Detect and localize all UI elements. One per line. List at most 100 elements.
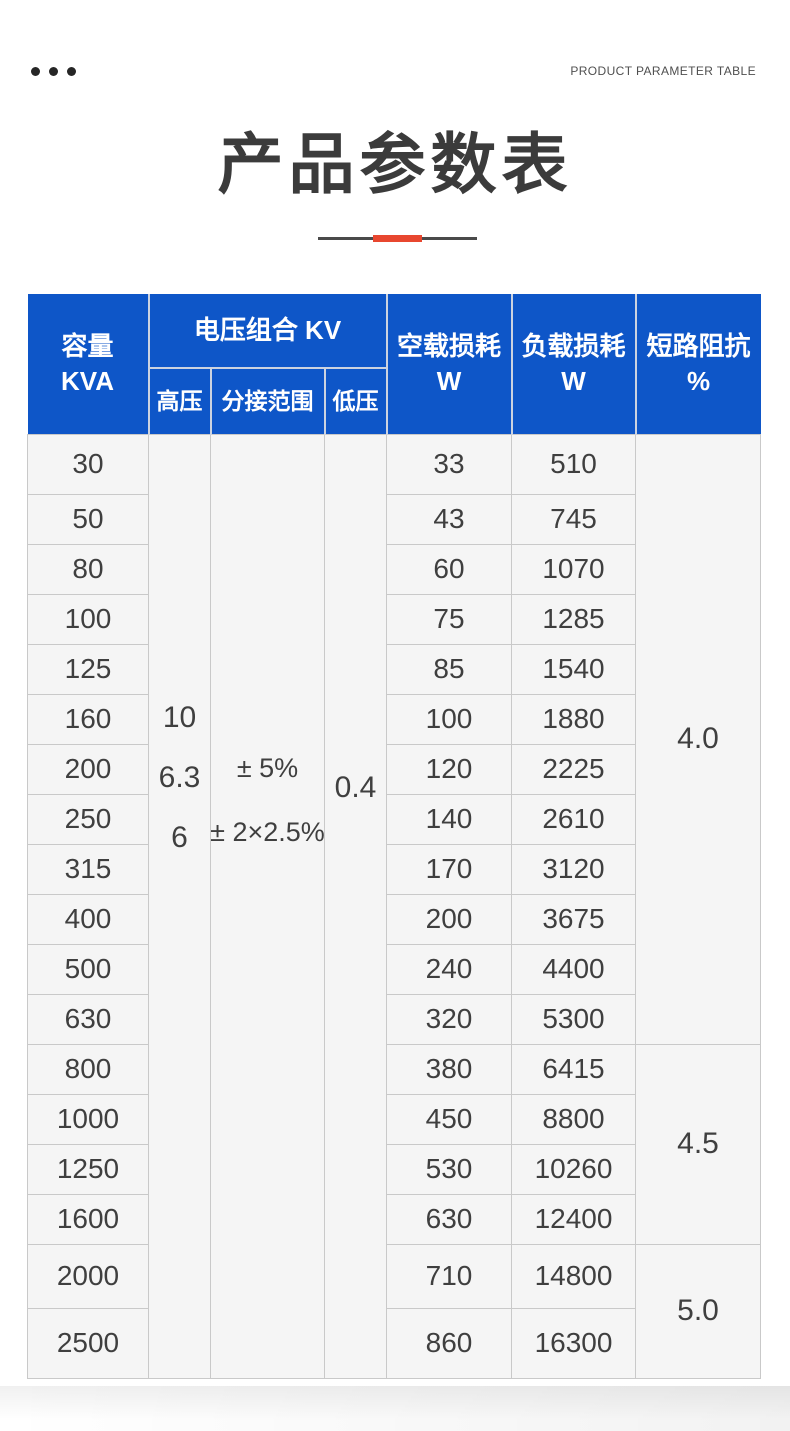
capacity-cell: 200 bbox=[27, 743, 149, 795]
dot-icon bbox=[49, 67, 58, 76]
no-load-loss-cell: 120 bbox=[386, 743, 512, 795]
capacity-cell: 630 bbox=[27, 993, 149, 1045]
table-row: 630 320 5300 bbox=[27, 993, 761, 1045]
eyebrow-text: PRODUCT PARAMETER TABLE bbox=[570, 64, 756, 78]
section-shadow bbox=[0, 1386, 790, 1431]
divider-accent bbox=[373, 235, 422, 242]
no-load-loss-cell: 60 bbox=[386, 543, 512, 595]
load-loss-cell: 14800 bbox=[511, 1243, 636, 1309]
load-loss-cell: 3120 bbox=[511, 843, 636, 895]
load-loss-cell: 6415 bbox=[511, 1043, 636, 1095]
low-voltage-value: 0.4 bbox=[334, 771, 377, 804]
capacity-cell: 100 bbox=[27, 593, 149, 645]
no-load-loss-cell: 320 bbox=[386, 993, 512, 1045]
impedance-group-cell: 4.5 bbox=[635, 1043, 761, 1245]
header-high-voltage: 高压 bbox=[147, 367, 211, 434]
table-row: 100 75 1285 bbox=[27, 593, 761, 645]
header-capacity: 容量 KVA bbox=[27, 294, 149, 434]
table-body: 30 10 6.3 6 ± 5% ± 2×2.5% 0. bbox=[27, 433, 761, 1379]
load-loss-cell: 1540 bbox=[511, 643, 636, 695]
high-voltage-value: 10 bbox=[162, 701, 197, 734]
table-row: 2500 860 16300 bbox=[27, 1307, 761, 1379]
load-loss-cell: 8800 bbox=[511, 1093, 636, 1145]
table-header: 容量 KVA 电压组合 KV 空载损耗 W 负载损耗 W 短路阻抗 % 高 bbox=[27, 294, 761, 434]
load-loss-cell: 3675 bbox=[511, 893, 636, 945]
impedance-group-cell: 5.0 bbox=[635, 1243, 761, 1379]
capacity-cell: 800 bbox=[27, 1043, 149, 1095]
capacity-cell: 400 bbox=[27, 893, 149, 945]
impedance-group-cell: 4.0 bbox=[635, 433, 761, 1045]
low-voltage-merged-cell: 0.4 bbox=[324, 433, 387, 1379]
capacity-cell: 2500 bbox=[27, 1307, 149, 1379]
no-load-loss-cell: 43 bbox=[386, 493, 512, 545]
table-row: 50 43 745 bbox=[27, 493, 761, 545]
no-load-loss-cell: 380 bbox=[386, 1043, 512, 1095]
capacity-cell: 500 bbox=[27, 943, 149, 995]
table-row: 2000 710 14800 5.0 bbox=[27, 1243, 761, 1379]
capacity-cell: 1600 bbox=[27, 1193, 149, 1245]
header-load-loss-line2: W bbox=[561, 365, 586, 396]
header-load-loss-line1: 负载损耗 bbox=[521, 330, 626, 361]
no-load-loss-cell: 530 bbox=[386, 1143, 512, 1195]
table-row: 200 120 2225 bbox=[27, 743, 761, 795]
load-loss-cell: 16300 bbox=[511, 1307, 636, 1379]
no-load-loss-cell: 33 bbox=[386, 433, 512, 495]
table-row: 1600 630 12400 bbox=[27, 1193, 761, 1245]
header-capacity-line1: 容量 bbox=[61, 330, 114, 361]
header-impedance: 短路阻抗 % bbox=[634, 294, 761, 434]
no-load-loss-cell: 200 bbox=[386, 893, 512, 945]
title-divider bbox=[318, 235, 477, 243]
capacity-cell: 30 bbox=[27, 433, 149, 495]
parameter-table: 容量 KVA 电压组合 KV 空载损耗 W 负载损耗 W 短路阻抗 % 高 bbox=[27, 294, 761, 1379]
load-loss-cell: 1880 bbox=[511, 693, 636, 745]
header-low-voltage: 低压 bbox=[323, 367, 387, 434]
tap-range-value: ± 2×2.5% bbox=[210, 816, 325, 847]
page-title: 产品参数表 bbox=[217, 127, 573, 201]
no-load-loss-cell: 170 bbox=[386, 843, 512, 895]
load-loss-cell: 10260 bbox=[511, 1143, 636, 1195]
load-loss-cell: 5300 bbox=[511, 993, 636, 1045]
header-voltage-group: 电压组合 KV bbox=[147, 294, 387, 368]
load-loss-cell: 1285 bbox=[511, 593, 636, 645]
capacity-cell: 315 bbox=[27, 843, 149, 895]
table-row: 800 380 6415 4.5 bbox=[27, 1043, 761, 1245]
capacity-cell: 160 bbox=[27, 693, 149, 745]
no-load-loss-cell: 240 bbox=[386, 943, 512, 995]
dot-icon bbox=[67, 67, 76, 76]
dot-icon bbox=[31, 67, 40, 76]
header-impedance-line1: 短路阻抗 bbox=[646, 330, 751, 361]
load-loss-cell: 1070 bbox=[511, 543, 636, 595]
menu-dots-icon bbox=[31, 67, 76, 76]
table-row: 400 200 3675 bbox=[27, 893, 761, 945]
no-load-loss-cell: 710 bbox=[386, 1243, 512, 1309]
capacity-cell: 250 bbox=[27, 793, 149, 845]
table-row: 250 140 2610 bbox=[27, 793, 761, 845]
header-impedance-line2: % bbox=[686, 365, 711, 396]
table-row: 1000 450 8800 bbox=[27, 1093, 761, 1145]
table-row: 315 170 3120 bbox=[27, 843, 761, 895]
no-load-loss-cell: 85 bbox=[386, 643, 512, 695]
table-row: 160 100 1880 bbox=[27, 693, 761, 745]
load-loss-cell: 12400 bbox=[511, 1193, 636, 1245]
load-loss-cell: 745 bbox=[511, 493, 636, 545]
header-no-load-loss-line2: W bbox=[436, 365, 462, 396]
capacity-cell: 1250 bbox=[27, 1143, 149, 1195]
load-loss-cell: 2225 bbox=[511, 743, 636, 795]
no-load-loss-cell: 140 bbox=[386, 793, 512, 845]
capacity-cell: 80 bbox=[27, 543, 149, 595]
table-row: 30 10 6.3 6 ± 5% ± 2×2.5% 0. bbox=[27, 433, 761, 1379]
capacity-cell: 125 bbox=[27, 643, 149, 695]
no-load-loss-cell: 450 bbox=[386, 1093, 512, 1145]
tap-range-merged-cell: ± 5% ± 2×2.5% bbox=[210, 433, 325, 1379]
table-row: 500 240 4400 bbox=[27, 943, 761, 995]
high-voltage-value: 6 bbox=[171, 821, 188, 854]
load-loss-cell: 4400 bbox=[511, 943, 636, 995]
no-load-loss-cell: 630 bbox=[386, 1193, 512, 1245]
no-load-loss-cell: 100 bbox=[386, 693, 512, 745]
high-voltage-merged-cell: 10 6.3 6 bbox=[148, 433, 211, 1379]
load-loss-cell: 2610 bbox=[511, 793, 636, 845]
capacity-cell: 1000 bbox=[27, 1093, 149, 1145]
tap-range-value: ± 5% bbox=[236, 752, 299, 783]
no-load-loss-cell: 75 bbox=[386, 593, 512, 645]
